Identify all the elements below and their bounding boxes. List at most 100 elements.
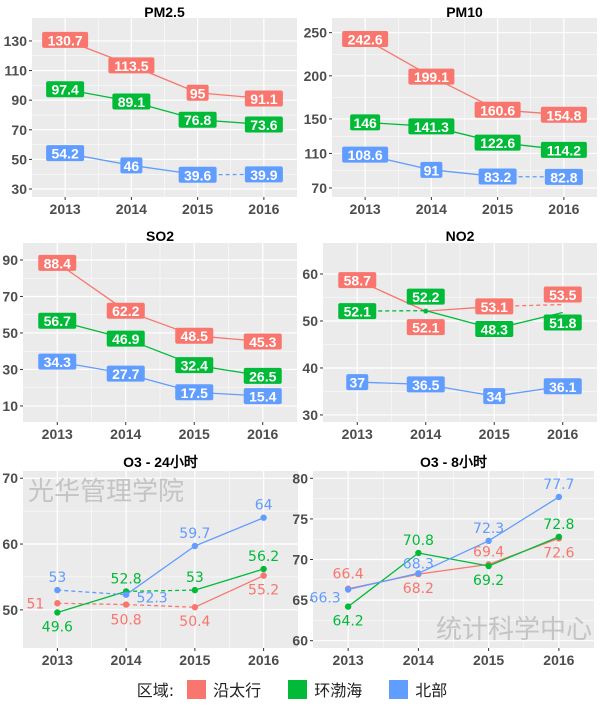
data-label-box (175, 327, 214, 344)
legend-title: 区域: (136, 681, 175, 700)
series-line-segment (194, 575, 264, 608)
y-tick-label: 30 (11, 181, 27, 197)
series-line-segment (418, 540, 489, 574)
data-label: 108.6 (348, 147, 383, 163)
data-label: 62.2 (112, 303, 139, 319)
data-label-box (106, 365, 145, 382)
series-line-segment (194, 568, 264, 591)
series-line-segment (57, 590, 127, 614)
legend-key-0 (186, 678, 208, 700)
data-label: 49.6 (42, 619, 73, 635)
y-tick-label: 10 (2, 398, 18, 414)
x-tick-label: 2013 (42, 652, 73, 668)
data-label: 66.3 (310, 591, 341, 607)
series-line-segment (494, 303, 563, 308)
x-tick-label: 2016 (548, 201, 579, 217)
data-label-box (42, 31, 89, 48)
chart-title: O3 - 24小时 (123, 454, 198, 470)
legend-label-2: 北部 (415, 681, 448, 700)
data-label-box (406, 319, 445, 336)
legend-label-0: 沿太行 (213, 681, 262, 700)
y-tick-label: 30 (2, 361, 18, 377)
data-label: 53 (186, 570, 204, 586)
x-tick-label: 2015 (479, 426, 510, 442)
data-label: 52.2 (412, 289, 439, 305)
panel-5: 60 65 70 75 80 2013 2014 2015 2016 O3 - 8小时 66.4 68… (292, 454, 594, 668)
data-label-box (540, 141, 587, 158)
data-label: 69.4 (473, 544, 504, 560)
data-label: 130.7 (48, 32, 83, 48)
chart-title: PM2.5 (144, 4, 185, 20)
x-tick-label: 2015 (482, 201, 513, 217)
y-tick-label: 90 (11, 92, 27, 108)
data-point (260, 565, 267, 573)
data-label: 122.6 (480, 135, 515, 151)
legend-key-1 (287, 678, 309, 700)
x-tick-label: 2015 (179, 426, 210, 442)
data-label: 72.3 (473, 521, 504, 537)
data-label: 32.4 (181, 358, 208, 374)
data-point (54, 609, 61, 616)
x-tick-label: 2014 (111, 652, 142, 668)
panel-1: 70 110 150 200 250 2013 2014 2015 2016 PM10 242.6 1… (304, 4, 597, 217)
y-tick-label: 70 (2, 470, 18, 486)
data-label: 26.5 (249, 368, 276, 384)
data-label: 95 (190, 85, 206, 101)
y-tick-label: 50 (2, 325, 18, 341)
series-line-segment (126, 603, 195, 608)
data-label-box (112, 93, 151, 110)
series-line-segment (418, 563, 489, 575)
data-label: 54.2 (52, 146, 79, 162)
legend-label-1: 环渤海 (314, 681, 363, 700)
data-label: 89.1 (118, 94, 145, 110)
data-label-box (475, 320, 514, 337)
data-label: 48.5 (181, 328, 208, 344)
data-label: 37 (349, 375, 365, 391)
data-label: 72.6 (543, 545, 574, 561)
data-label: 39.6 (184, 167, 211, 183)
data-label: 46.9 (112, 331, 139, 347)
data-label: 88.4 (44, 255, 71, 271)
data-label: 56.7 (44, 313, 71, 329)
data-label-box (483, 388, 506, 405)
data-label-box (244, 90, 283, 107)
data-label: 154.8 (546, 107, 581, 123)
data-point (54, 600, 61, 607)
data-label-box (106, 302, 145, 319)
panel-4: 50 60 70 2013 2014 2015 2016 O3 - 24小时 51 50.8 50.… (2, 454, 298, 668)
data-label-box (350, 114, 381, 131)
chart-title: O3 - 8小时 (420, 454, 487, 470)
y-tick-label: 200 (304, 68, 328, 84)
x-tick-label: 2014 (116, 201, 147, 217)
data-label: 70.8 (403, 533, 434, 549)
data-label-box (338, 303, 377, 320)
x-tick-label: 2016 (543, 652, 574, 668)
data-label-box (38, 353, 77, 370)
data-label-box (406, 288, 445, 305)
y-tick-label: 110 (304, 145, 327, 161)
y-tick-label: 70 (311, 180, 327, 196)
data-label: 46 (124, 158, 140, 174)
y-tick-label: 60 (2, 536, 18, 552)
data-point (260, 572, 267, 579)
data-label: 51 (26, 596, 44, 612)
data-label-box (244, 116, 283, 133)
data-label: 36.5 (412, 377, 439, 393)
data-label: 53.5 (549, 287, 576, 303)
y-tick-label: 70 (2, 288, 18, 304)
data-label: 53.1 (481, 299, 508, 315)
data-point (191, 604, 199, 611)
data-label: 52.1 (344, 304, 371, 320)
y-tick-label: 130 (4, 33, 28, 49)
data-label: 51.8 (549, 315, 576, 331)
data-point (485, 562, 492, 570)
watermark-right: 统计科学中心 (436, 615, 592, 645)
data-point (555, 493, 563, 501)
series-line-segment (418, 552, 489, 567)
data-label: 56.2 (248, 549, 279, 565)
y-tick-label: 80 (292, 470, 308, 486)
y-tick-label: 250 (304, 25, 328, 41)
data-label-box (46, 81, 85, 98)
x-tick-label: 2015 (179, 652, 210, 668)
data-label-box (175, 357, 214, 374)
